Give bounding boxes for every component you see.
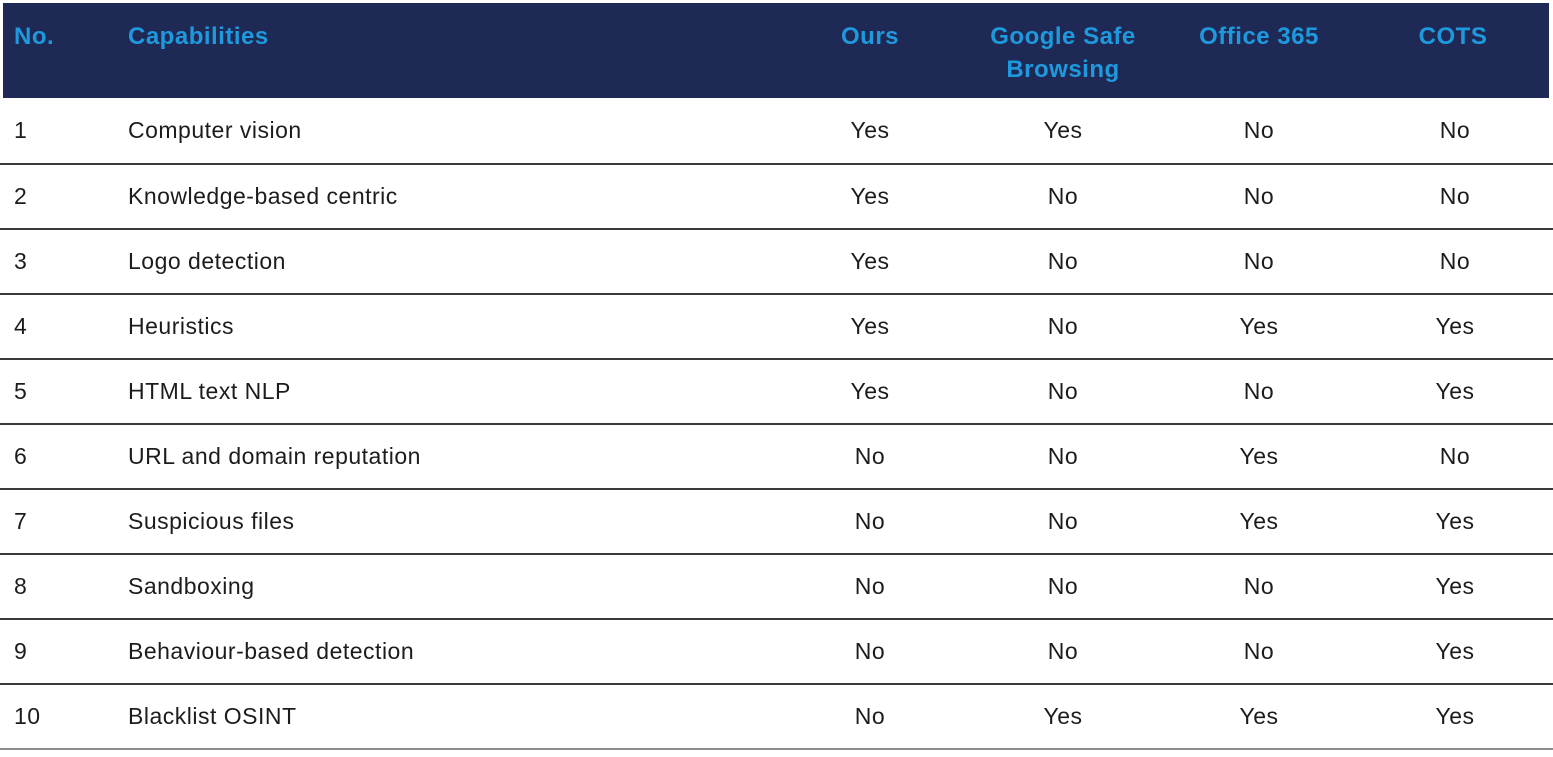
cell-google-safe-browsing: Yes bbox=[1043, 117, 1083, 143]
cell-capability: Knowledge-based centric bbox=[128, 183, 398, 209]
cell-cots: Yes bbox=[1435, 703, 1475, 729]
cell-cots: No bbox=[1439, 248, 1471, 274]
cell-no: 3 bbox=[14, 248, 28, 274]
cell-cots: No bbox=[1439, 117, 1471, 143]
cell-no: 2 bbox=[14, 183, 28, 209]
cell-cots: No bbox=[1439, 443, 1471, 469]
cell-ours: Yes bbox=[850, 378, 890, 404]
cell-no: 8 bbox=[14, 573, 28, 599]
cell-google-safe-browsing: No bbox=[1047, 573, 1079, 599]
cell-capability: URL and domain reputation bbox=[128, 443, 421, 469]
table-row: 2 Knowledge-based centric Yes No No No bbox=[0, 165, 1553, 230]
cell-no: 5 bbox=[14, 378, 28, 404]
cell-office-365: No bbox=[1243, 183, 1275, 209]
cell-office-365: No bbox=[1243, 573, 1275, 599]
table-row: 3 Logo detection Yes No No No bbox=[0, 230, 1553, 295]
cell-office-365: Yes bbox=[1239, 508, 1279, 534]
cell-capability: Logo detection bbox=[128, 248, 286, 274]
cell-office-365: Yes bbox=[1239, 313, 1279, 339]
cell-office-365: No bbox=[1243, 378, 1275, 404]
cell-no: 4 bbox=[14, 313, 28, 339]
cell-cots: Yes bbox=[1435, 378, 1475, 404]
cell-google-safe-browsing: No bbox=[1047, 248, 1079, 274]
cell-no: 6 bbox=[14, 443, 28, 469]
cell-capability: Suspicious files bbox=[128, 508, 295, 534]
cell-cots: Yes bbox=[1435, 508, 1475, 534]
cell-office-365: No bbox=[1243, 638, 1275, 664]
cell-google-safe-browsing: No bbox=[1047, 313, 1079, 339]
cell-google-safe-browsing: Yes bbox=[1043, 703, 1083, 729]
table-row: 9 Behaviour-based detection No No No Yes bbox=[0, 620, 1553, 685]
cell-ours: Yes bbox=[850, 248, 890, 274]
cell-google-safe-browsing: No bbox=[1047, 183, 1079, 209]
cell-ours: No bbox=[854, 703, 886, 729]
table-row: 5 HTML text NLP Yes No No Yes bbox=[0, 360, 1553, 425]
header-cell-office-365: Office 365 bbox=[1199, 23, 1319, 50]
cell-cots: Yes bbox=[1435, 313, 1475, 339]
cell-google-safe-browsing: No bbox=[1047, 508, 1079, 534]
capabilities-comparison-table: No. Capabilities Ours Google Safe Browsi… bbox=[0, 3, 1553, 750]
cell-office-365: Yes bbox=[1239, 703, 1279, 729]
cell-no: 7 bbox=[14, 508, 28, 534]
cell-ours: No bbox=[854, 443, 886, 469]
cell-cots: Yes bbox=[1435, 573, 1475, 599]
table-row: 7 Suspicious files No No Yes Yes bbox=[0, 490, 1553, 555]
cell-ours: Yes bbox=[850, 183, 890, 209]
cell-capability: Behaviour-based detection bbox=[128, 638, 415, 664]
cell-google-safe-browsing: No bbox=[1047, 443, 1079, 469]
cell-ours: No bbox=[854, 638, 886, 664]
table-header-row: No. Capabilities Ours Google Safe Browsi… bbox=[3, 3, 1549, 98]
table-row: 10 Blacklist OSINT No Yes Yes Yes bbox=[0, 685, 1553, 750]
cell-ours: Yes bbox=[850, 313, 890, 339]
cell-capability: Heuristics bbox=[128, 313, 234, 339]
header-cell-google-safe-browsing: Google Safe Browsing bbox=[990, 23, 1136, 83]
table-row: 4 Heuristics Yes No Yes Yes bbox=[0, 295, 1553, 360]
table-row: 1 Computer vision Yes Yes No No bbox=[0, 98, 1553, 165]
table-body: 1 Computer vision Yes Yes No No 2 Knowle… bbox=[0, 98, 1553, 750]
cell-office-365: No bbox=[1243, 117, 1275, 143]
cell-capability: Sandboxing bbox=[128, 573, 255, 599]
cell-cots: Yes bbox=[1435, 638, 1475, 664]
cell-google-safe-browsing: No bbox=[1047, 378, 1079, 404]
header-cell-no: No. bbox=[14, 23, 55, 50]
cell-office-365: No bbox=[1243, 248, 1275, 274]
cell-office-365: Yes bbox=[1239, 443, 1279, 469]
cell-capability: Computer vision bbox=[128, 117, 302, 143]
table-row: 6 URL and domain reputation No No Yes No bbox=[0, 425, 1553, 490]
cell-no: 1 bbox=[14, 117, 28, 143]
cell-google-safe-browsing: No bbox=[1047, 638, 1079, 664]
cell-capability: HTML text NLP bbox=[128, 378, 291, 404]
cell-ours: No bbox=[854, 508, 886, 534]
cell-cots: No bbox=[1439, 183, 1471, 209]
cell-ours: No bbox=[854, 573, 886, 599]
header-cell-capabilities: Capabilities bbox=[128, 23, 269, 50]
header-cell-ours: Ours bbox=[840, 23, 899, 50]
table-row: 8 Sandboxing No No No Yes bbox=[0, 555, 1553, 620]
cell-capability: Blacklist OSINT bbox=[128, 703, 297, 729]
header-cell-cots: COTS bbox=[1418, 23, 1488, 50]
cell-no: 10 bbox=[14, 703, 41, 729]
cell-ours: Yes bbox=[850, 117, 890, 143]
cell-no: 9 bbox=[14, 638, 28, 664]
